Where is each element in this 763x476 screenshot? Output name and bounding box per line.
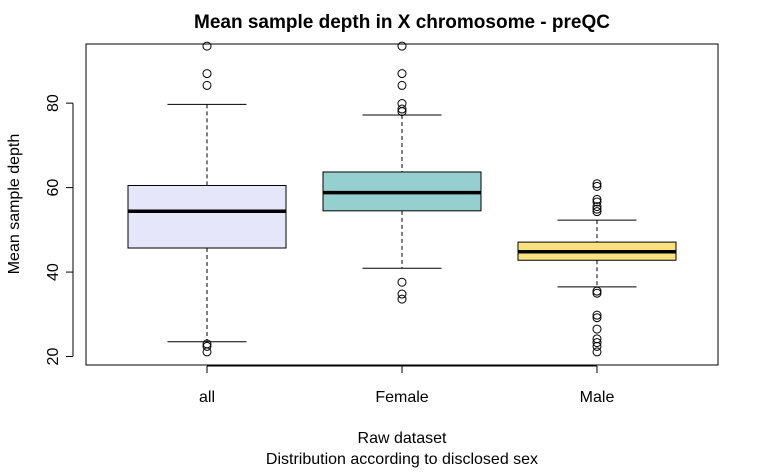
y-tick-label: 40 — [45, 263, 62, 281]
y-tick-label: 20 — [45, 348, 62, 366]
outlier-point — [592, 310, 602, 320]
outlier-point — [202, 339, 212, 349]
chart-subtitle: Distribution according to disclosed sex — [266, 451, 538, 468]
outlier-point — [592, 334, 602, 344]
outlier-point — [592, 204, 602, 214]
outlier-point — [592, 288, 602, 298]
box-female — [322, 41, 482, 304]
outlier-point — [592, 197, 602, 207]
outlier-point — [202, 41, 212, 51]
y-tick-label: 80 — [45, 94, 62, 112]
x-axis-label: Raw dataset — [358, 430, 447, 447]
outlier-point — [397, 41, 407, 51]
outlier-point — [397, 99, 407, 109]
x-tick-label: Female — [375, 389, 428, 406]
outlier-point — [592, 347, 602, 357]
outlier-point — [592, 194, 602, 204]
y-tick-label: 60 — [45, 179, 62, 197]
outlier-point — [397, 104, 407, 114]
outlier-point — [397, 294, 407, 304]
outlier-point — [592, 202, 602, 212]
box-all — [127, 41, 287, 357]
plot-area: 20 40 60 80 all Female Male — [45, 41, 719, 406]
outlier-point — [397, 277, 407, 287]
plot-frame — [85, 43, 719, 366]
outlier-point — [397, 289, 407, 299]
chart-title: Mean sample depth in X chromosome - preQ… — [194, 12, 610, 33]
outlier-point — [592, 181, 602, 191]
outlier-point — [592, 338, 602, 348]
y-axis-label: Mean sample depth — [6, 134, 23, 275]
iqr-box — [127, 184, 287, 249]
outlier-point — [592, 313, 602, 323]
outlier-point — [397, 80, 407, 90]
outlier-point — [592, 179, 602, 189]
outlier-point — [592, 324, 602, 334]
outlier-point — [592, 286, 602, 296]
outlier-point — [202, 341, 212, 351]
box-male — [517, 179, 677, 357]
outlier-point — [397, 69, 407, 79]
outlier-point — [592, 207, 602, 217]
x-tick-label: Male — [580, 389, 615, 406]
outlier-point — [202, 69, 212, 79]
outlier-point — [202, 80, 212, 90]
x-tick-label: all — [199, 389, 215, 406]
